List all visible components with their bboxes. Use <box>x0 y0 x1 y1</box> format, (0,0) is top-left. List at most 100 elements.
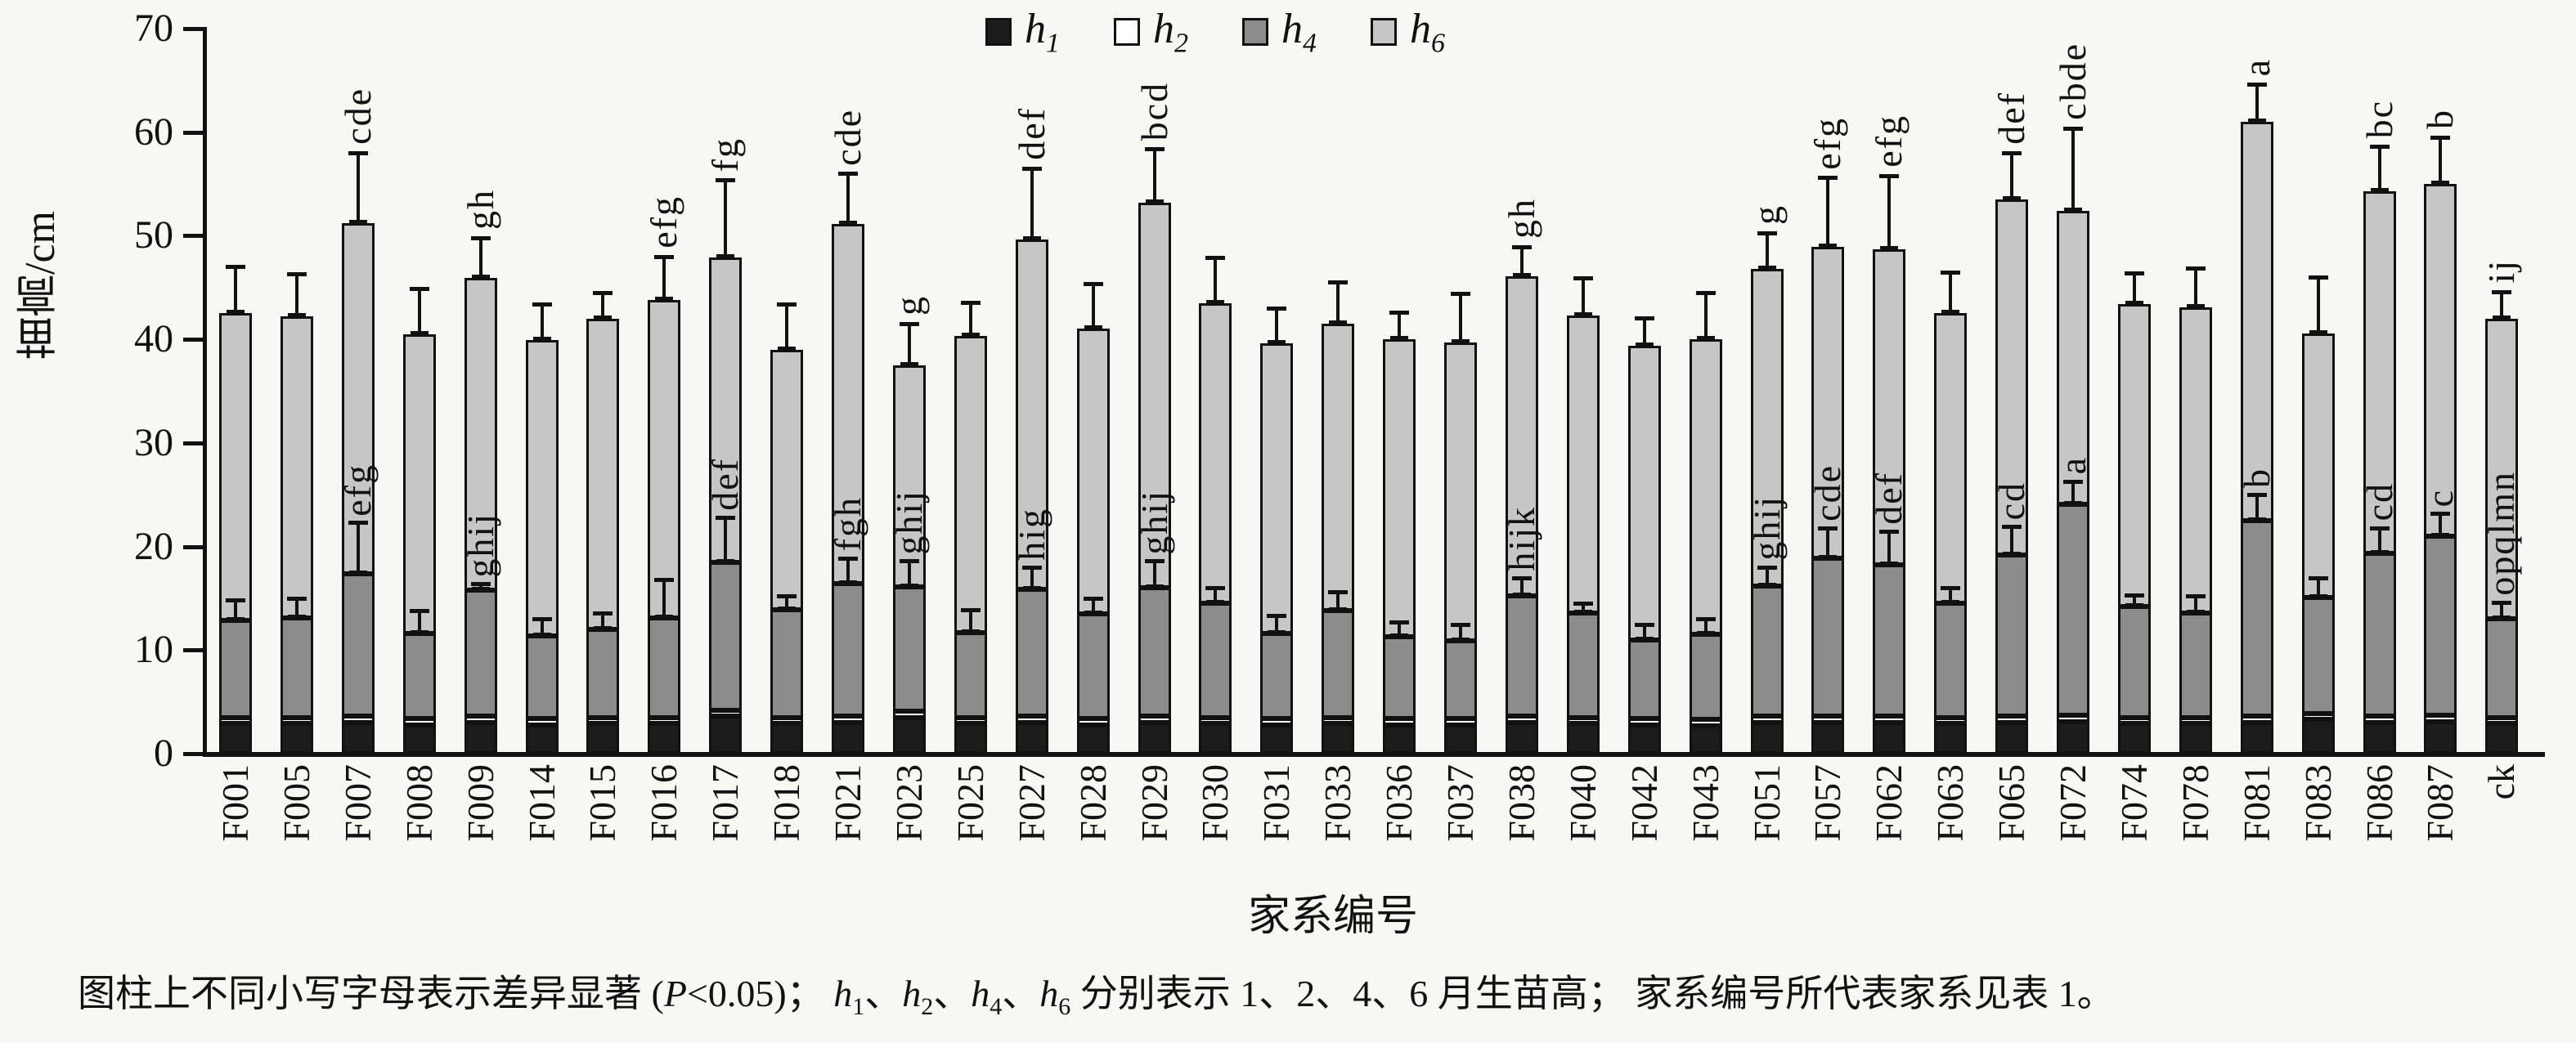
total-error-bar <box>2071 128 2075 211</box>
legend-label-h6: h6 <box>1410 6 1445 59</box>
bar-segment-h1 <box>280 723 313 754</box>
h4-error-bar <box>2010 526 2014 555</box>
bar-segment-h1 <box>2240 722 2273 754</box>
bar-segment-h1 <box>2363 722 2396 754</box>
x-category-label: F065 <box>1990 764 2033 842</box>
total-error-bar-cap-bottom <box>2431 181 2450 185</box>
h4-error-bar <box>294 598 298 618</box>
total-error-bar-cap-bottom <box>2247 119 2266 123</box>
bar-segment-h1 <box>341 722 375 754</box>
h4-error-bar-cap-top <box>777 594 797 599</box>
x-category-label: F018 <box>765 764 808 842</box>
bar-segment-h6 <box>1934 313 1968 604</box>
bar-segment-h6 <box>1811 247 1845 558</box>
h4-error-bar-cap-bottom <box>839 580 857 584</box>
total-error-bar-cap-top <box>716 178 736 182</box>
bar-segment-h2 <box>1383 718 1416 725</box>
bar-segment-h6 <box>2485 318 2519 620</box>
total-error-bar-cap-bottom <box>2003 196 2022 200</box>
x-category-label: F081 <box>2235 764 2278 842</box>
sig-letters-h4: cd <box>1990 481 2033 521</box>
total-error-bar-cap-top <box>1511 245 1532 250</box>
legend-item-h6: h6 <box>1371 5 1445 59</box>
h4-error-bar <box>2439 513 2443 536</box>
h4-error-bar-cap-top <box>2002 525 2022 530</box>
y-tick-label: 10 <box>134 628 173 672</box>
sig-letters-h4: def <box>1868 471 1910 525</box>
y-tick <box>183 752 203 756</box>
h4-error-bar-cap-top <box>899 559 919 564</box>
x-category-label: F027 <box>1010 764 1052 842</box>
bar-segment-h2 <box>2301 713 2335 720</box>
total-error-bar <box>2316 277 2320 333</box>
total-error-bar-cap-bottom <box>594 315 613 319</box>
x-category-label: F005 <box>275 764 317 842</box>
h4-error-bar-cap-bottom <box>287 615 306 618</box>
total-error-bar-cap-top <box>2063 126 2083 131</box>
h4-error-bar <box>1519 577 1524 597</box>
x-category-label: F062 <box>1868 764 1910 842</box>
bar-segment-h6 <box>586 318 620 629</box>
bar-segment-h4 <box>1444 640 1477 718</box>
h4-error-bar-cap-top <box>1511 575 1532 580</box>
bar-segment-h2 <box>1505 716 1538 723</box>
legend-swatch-h2 <box>1114 18 1140 47</box>
total-error-bar-cap-bottom <box>961 333 980 337</box>
legend-label-h4: h4 <box>1281 6 1317 59</box>
total-error-bar-cap-top <box>2246 83 2267 87</box>
x-axis-line <box>203 752 2545 757</box>
h4-error-bar-cap-bottom <box>410 630 429 633</box>
bar-segment-h2 <box>1076 718 1110 725</box>
h4-error-bar <box>234 600 237 620</box>
total-error-bar <box>1091 283 1095 329</box>
bar-segment-h4 <box>280 618 313 718</box>
total-error-bar-cap-bottom <box>348 220 367 224</box>
bar-segment-h6 <box>1260 343 1294 633</box>
total-error-bar <box>1949 271 1953 314</box>
total-error-bar-cap-top <box>1695 291 1716 296</box>
sig-letters-total: def <box>1010 107 1052 161</box>
bar-segment-h1 <box>464 722 497 754</box>
bar-segment-h2 <box>2485 717 2519 724</box>
bar-segment-h1 <box>770 723 804 754</box>
bar-segment-h6 <box>709 257 743 562</box>
h4-error-bar-cap-top <box>716 516 736 521</box>
caption: 图柱上不同小写字母表示差异显著 (P<0.05)； h1、h2、h4、h6 分别… <box>78 973 2115 1021</box>
bar-segment-h6 <box>1627 345 1661 640</box>
total-error-bar-cap-bottom <box>716 254 735 258</box>
h4-error-bar-cap-top <box>838 556 858 561</box>
bar-segment-h1 <box>1750 722 1784 754</box>
bar-segment-h4 <box>2485 619 2519 718</box>
bar-segment-h6 <box>1076 329 1110 614</box>
x-category-label: F029 <box>1133 764 1175 842</box>
h4-error-bar <box>417 611 421 633</box>
h4-error-bar <box>1765 566 1769 586</box>
h4-error-bar <box>1398 622 1402 637</box>
bar-segment-h6 <box>2240 122 2273 521</box>
total-error-bar-cap-bottom <box>227 310 245 314</box>
bar-segment-h4 <box>1015 589 1048 717</box>
bar-segment-h4 <box>770 609 804 718</box>
sig-letters-h4: opqlmn <box>2480 471 2523 596</box>
total-error-bar-cap-bottom <box>1206 299 1225 303</box>
sig-letters-total: efg <box>643 195 685 248</box>
bar-segment-h2 <box>648 717 681 724</box>
h4-error-bar-cap-bottom <box>2493 616 2511 620</box>
total-error-bar <box>1030 168 1034 240</box>
bar-segment-h4 <box>1811 557 1845 717</box>
h4-error-bar-cap-top <box>1818 526 1838 530</box>
sig-letters-total: fg <box>704 137 747 172</box>
h4-error-bar <box>1949 588 1953 604</box>
bar-segment-h4 <box>2363 553 2396 717</box>
total-error-bar-cap-bottom <box>2493 315 2511 319</box>
bar-segment-h6 <box>2057 211 2089 504</box>
h4-error-bar <box>785 596 789 610</box>
total-error-bar <box>2377 146 2381 191</box>
bar-segment-h1 <box>2424 721 2457 754</box>
bar-segment-h1 <box>1015 722 1048 754</box>
sig-letters-total: gh <box>459 188 501 230</box>
total-error-bar-cap-bottom <box>410 330 429 334</box>
total-error-bar-cap-top <box>1389 311 1410 316</box>
bar-segment-h6 <box>1322 324 1355 611</box>
h4-error-bar-cap-bottom <box>961 629 980 633</box>
